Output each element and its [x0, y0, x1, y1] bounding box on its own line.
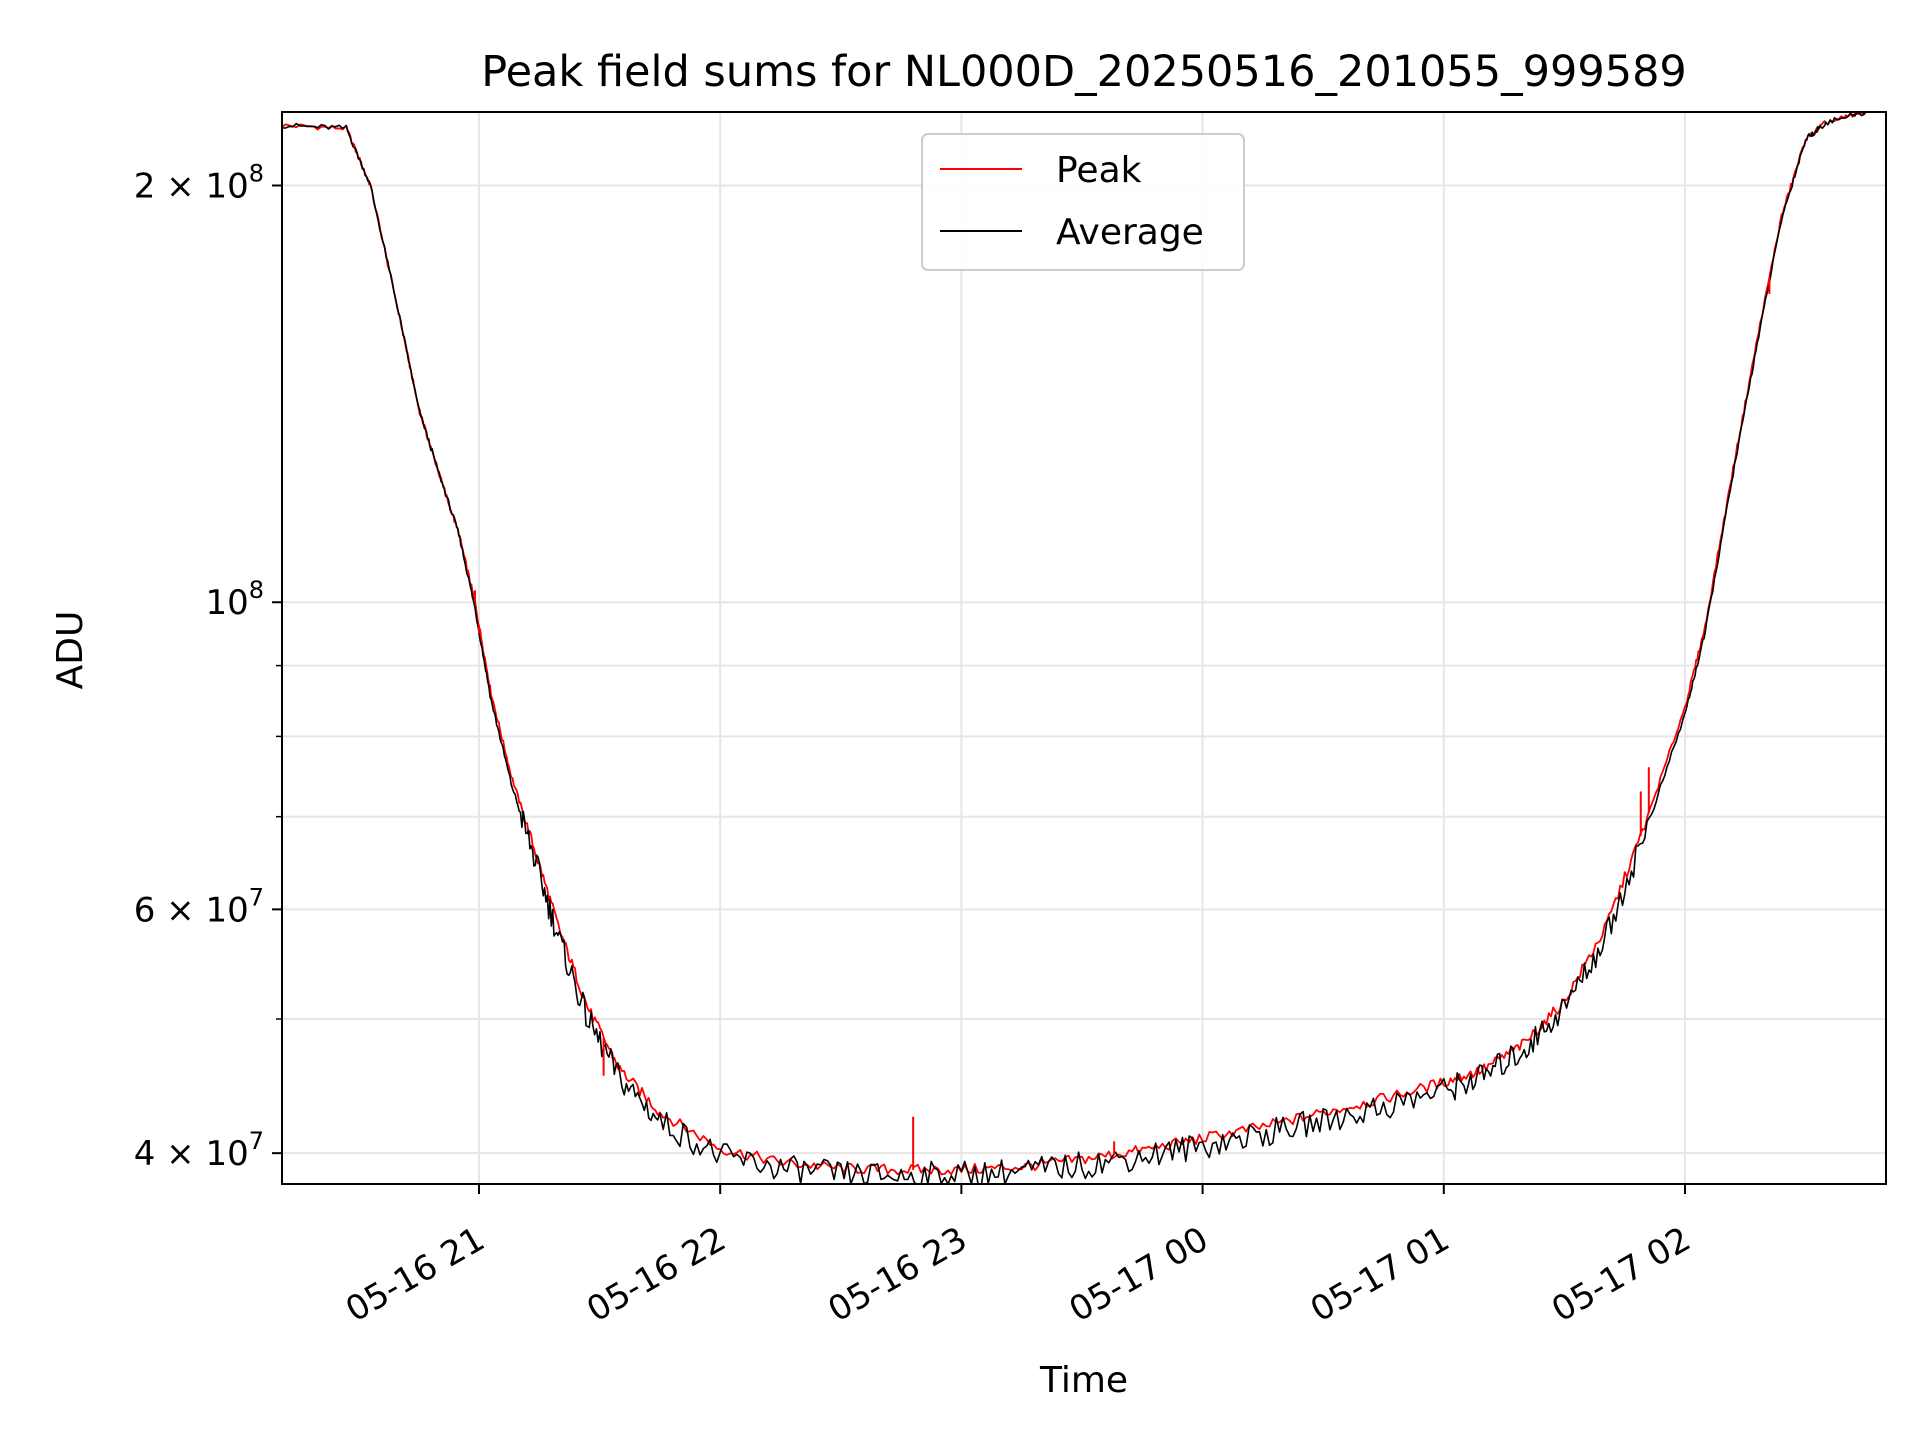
y-tick-label-base: 6 × 10 [134, 890, 249, 930]
x-tick-label: 05-16 22 [580, 1219, 732, 1330]
series-line-average [281, 111, 1867, 1185]
x-tick-label: 05-17 01 [1304, 1219, 1456, 1330]
series-line-peak [281, 111, 1867, 1176]
x-tick-label: 05-17 00 [1063, 1219, 1215, 1330]
y-tick-label-base: 10 [205, 583, 248, 623]
y-tick-label: 4 × 107 [134, 1127, 264, 1174]
y-tick-label-exponent: 8 [249, 159, 264, 187]
y-tick-label-base: 4 × 10 [134, 1134, 249, 1174]
x-tick-label: 05-16 21 [339, 1219, 491, 1330]
y-tick-label-exponent: 7 [249, 1127, 264, 1155]
chart-title: Peak field sums for NL000D_20250516_2010… [481, 47, 1687, 97]
y-tick-label-exponent: 8 [249, 576, 264, 604]
y-tick-label: 108 [205, 576, 264, 623]
y-tick-label: 6 × 107 [134, 883, 264, 930]
series-layer [281, 111, 1867, 1185]
y-tick-label-base: 2 × 10 [134, 166, 249, 206]
x-axis-title: Time [1039, 1360, 1128, 1401]
grid-layer [282, 112, 1886, 1184]
tick-layer: 05-16 21 05-16 22 05-16 23 05-17 00 05-17 01… [134, 159, 1698, 1330]
y-axis-title: ADU [50, 611, 91, 690]
legend: Peak Average [921, 133, 1245, 271]
legend-label-average: Average [1056, 212, 1204, 253]
y-tick-label-exponent: 7 [249, 883, 264, 911]
plot-frame [281, 111, 1887, 1185]
x-tick-label: 05-16 23 [821, 1219, 973, 1330]
y-tick-label: 2 × 108 [134, 159, 264, 206]
x-tick-label: 05-17 02 [1545, 1219, 1697, 1330]
legend-label-peak: Peak [1056, 150, 1142, 191]
